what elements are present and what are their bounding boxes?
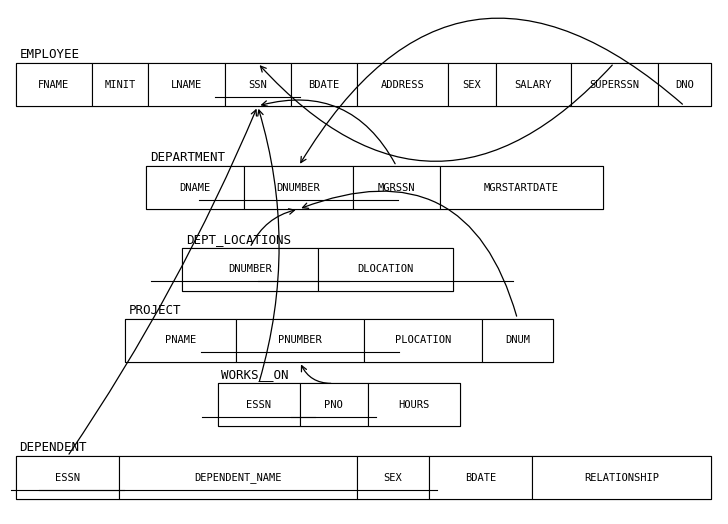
- Bar: [245, 166, 353, 209]
- Text: DLOCATION: DLOCATION: [357, 265, 414, 275]
- Bar: [317, 248, 453, 291]
- Bar: [368, 384, 460, 427]
- Bar: [532, 456, 711, 499]
- Bar: [146, 166, 603, 209]
- Bar: [224, 63, 290, 106]
- Bar: [429, 456, 532, 499]
- Text: SEX: SEX: [384, 473, 402, 483]
- Bar: [182, 248, 454, 291]
- Text: DNUMBER: DNUMBER: [277, 183, 320, 193]
- Bar: [357, 456, 429, 499]
- Text: MINIT: MINIT: [105, 80, 136, 90]
- Bar: [146, 166, 245, 209]
- Bar: [149, 63, 224, 106]
- Bar: [16, 63, 711, 106]
- Bar: [218, 384, 300, 427]
- Bar: [364, 319, 482, 362]
- Text: RELATIONSHIP: RELATIONSHIP: [584, 473, 659, 483]
- Text: BDATE: BDATE: [308, 80, 339, 90]
- Text: MGRSTARTDATE: MGRSTARTDATE: [484, 183, 559, 193]
- Bar: [290, 63, 357, 106]
- Bar: [448, 63, 496, 106]
- Text: WORKS__ON: WORKS__ON: [221, 368, 289, 381]
- Text: ESSN: ESSN: [55, 473, 80, 483]
- Text: DNUMBER: DNUMBER: [228, 265, 272, 275]
- Bar: [440, 166, 603, 209]
- Bar: [125, 319, 236, 362]
- Text: HOURS: HOURS: [398, 400, 430, 410]
- Text: PLOCATION: PLOCATION: [395, 335, 451, 345]
- Text: DNAME: DNAME: [180, 183, 211, 193]
- Bar: [16, 456, 711, 499]
- Text: LNAME: LNAME: [171, 80, 202, 90]
- Text: PROJECT: PROJECT: [129, 304, 181, 316]
- Text: SALARY: SALARY: [515, 80, 552, 90]
- Bar: [357, 63, 448, 106]
- Text: DEPT_LOCATIONS: DEPT_LOCATIONS: [186, 233, 290, 246]
- Text: DNO: DNO: [675, 80, 694, 90]
- Text: DEPARTMENT: DEPARTMENT: [150, 151, 225, 164]
- Text: BDATE: BDATE: [464, 473, 496, 483]
- Bar: [571, 63, 657, 106]
- Bar: [496, 63, 571, 106]
- Text: MGRSSN: MGRSSN: [378, 183, 415, 193]
- Text: PNAME: PNAME: [165, 335, 196, 345]
- Text: DNUM: DNUM: [505, 335, 530, 345]
- Text: SUPERSSN: SUPERSSN: [589, 80, 639, 90]
- Text: PNO: PNO: [324, 400, 343, 410]
- Bar: [657, 63, 711, 106]
- Text: SSN: SSN: [248, 80, 267, 90]
- Bar: [182, 248, 317, 291]
- Bar: [16, 456, 119, 499]
- Bar: [300, 384, 368, 427]
- Bar: [92, 63, 149, 106]
- Text: ESSN: ESSN: [246, 400, 272, 410]
- Bar: [236, 319, 364, 362]
- Text: DEPENDENT_NAME: DEPENDENT_NAME: [194, 473, 282, 483]
- Bar: [353, 166, 440, 209]
- Bar: [218, 384, 460, 427]
- Text: FNAME: FNAME: [39, 80, 70, 90]
- Bar: [125, 319, 553, 362]
- Text: ADDRESS: ADDRESS: [381, 80, 424, 90]
- Text: PNUMBER: PNUMBER: [278, 335, 322, 345]
- Bar: [16, 63, 92, 106]
- Bar: [119, 456, 357, 499]
- Text: EMPLOYEE: EMPLOYEE: [20, 48, 79, 61]
- Bar: [482, 319, 553, 362]
- Text: SEX: SEX: [463, 80, 481, 90]
- Text: DEPENDENT: DEPENDENT: [20, 441, 87, 454]
